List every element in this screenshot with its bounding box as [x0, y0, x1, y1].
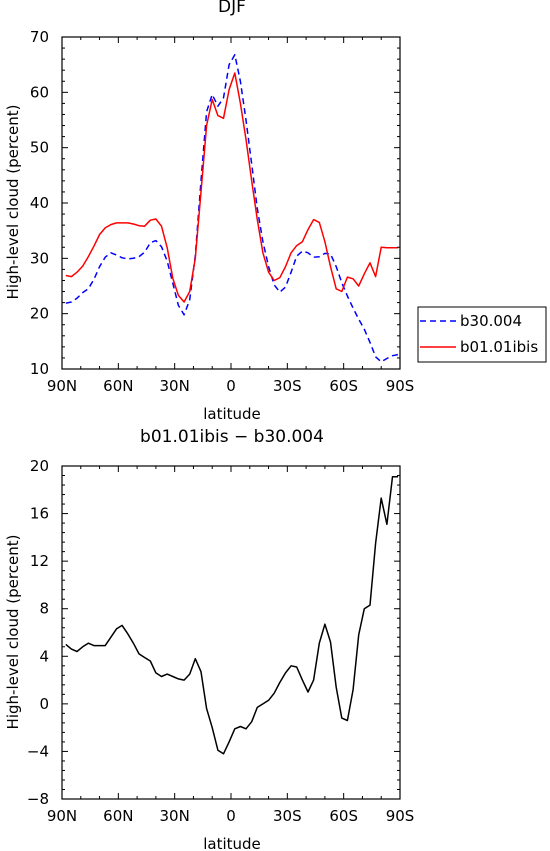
y-tick-label: 0	[39, 695, 49, 713]
x-tick-label: 90S	[386, 377, 415, 395]
series-line-b01-01ibis	[65, 72, 399, 303]
y-tick-label: 20	[30, 457, 49, 475]
x-tick-label: 60S	[329, 377, 358, 395]
y-tick-label: 70	[30, 28, 49, 46]
chart-difference: b01.01ibis − b30.004 90N 60N 30N 0 30S 60S 90S…	[4, 427, 414, 851]
legend-label-ibis: b01.01ibis	[460, 338, 538, 356]
x-tick-label: 0	[226, 377, 236, 395]
y-tick-label: 20	[30, 305, 49, 323]
legend-label-b30: b30.004	[460, 312, 522, 330]
y-tick-label: 30	[30, 249, 49, 267]
x-tick-label: 30N	[160, 807, 190, 825]
y-tick-label: −8	[27, 790, 49, 808]
chart-title: b01.01ibis − b30.004	[140, 427, 324, 447]
y-tick-label: 10	[30, 360, 49, 378]
x-tick-label: 60S	[329, 807, 358, 825]
y-tick-label: −4	[27, 742, 49, 760]
plot-frame	[61, 36, 401, 370]
series-line-b30-004	[65, 53, 399, 363]
x-axis-label: latitude	[203, 405, 261, 423]
x-tick-label: 60N	[103, 377, 133, 395]
y-tick-label: 50	[30, 139, 49, 157]
x-tick-label: 90S	[386, 807, 415, 825]
y-axis-label: High-level cloud (percent)	[4, 105, 22, 300]
chart-djf: DJF 90N 60N 30N 0 30S 60S 90S 10 20 30 40 50 60 70 la…	[4, 0, 547, 423]
chart-title: DJF	[218, 0, 246, 17]
x-tick-label: 30S	[273, 807, 302, 825]
y-tick-label: 16	[30, 505, 49, 523]
legend: b30.004 b01.01ibis	[417, 306, 547, 363]
y-tick-label: 8	[39, 600, 49, 618]
x-tick-label: 30N	[160, 377, 190, 395]
x-axis-label: latitude	[203, 835, 261, 851]
x-tick-label: 90N	[47, 807, 77, 825]
x-tick-label: 0	[226, 807, 236, 825]
x-tick-label: 60N	[103, 807, 133, 825]
y-tick-label: 40	[30, 194, 49, 212]
series-line	[65, 475, 399, 755]
y-tick-label: 60	[30, 83, 49, 101]
y-axis-label: High-level cloud (percent)	[4, 535, 22, 730]
y-tick-label: 4	[39, 647, 49, 665]
y-tick-label: 12	[30, 552, 49, 570]
x-tick-label: 90N	[47, 377, 77, 395]
plot-frame	[61, 465, 401, 800]
x-tick-label: 30S	[273, 377, 302, 395]
legend-box	[417, 306, 547, 363]
